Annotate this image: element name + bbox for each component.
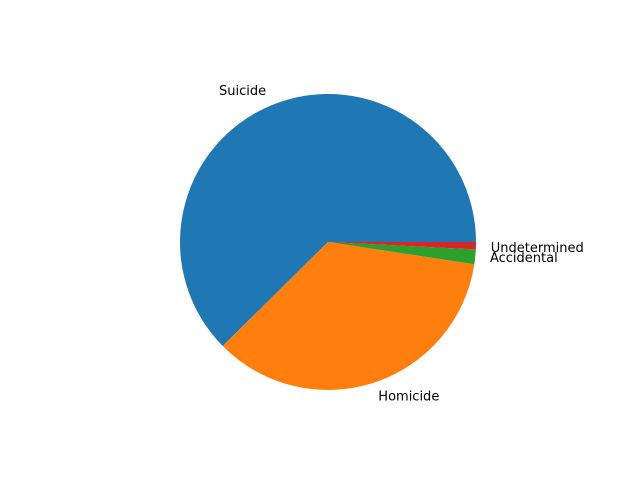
- pie-label-homicide: Homicide: [378, 389, 439, 404]
- pie-slice-undetermined: [328, 242, 476, 250]
- pie-label-suicide: Suicide: [219, 84, 266, 99]
- pie-slice-accidental: [328, 242, 476, 265]
- pie-slice-homicide: [222, 242, 475, 390]
- pie-label-undetermined: Undetermined: [491, 241, 584, 256]
- pie-label-accidental: Accidental: [490, 251, 558, 266]
- pie-slices: [180, 94, 477, 390]
- pie-slice-suicide: [180, 94, 477, 346]
